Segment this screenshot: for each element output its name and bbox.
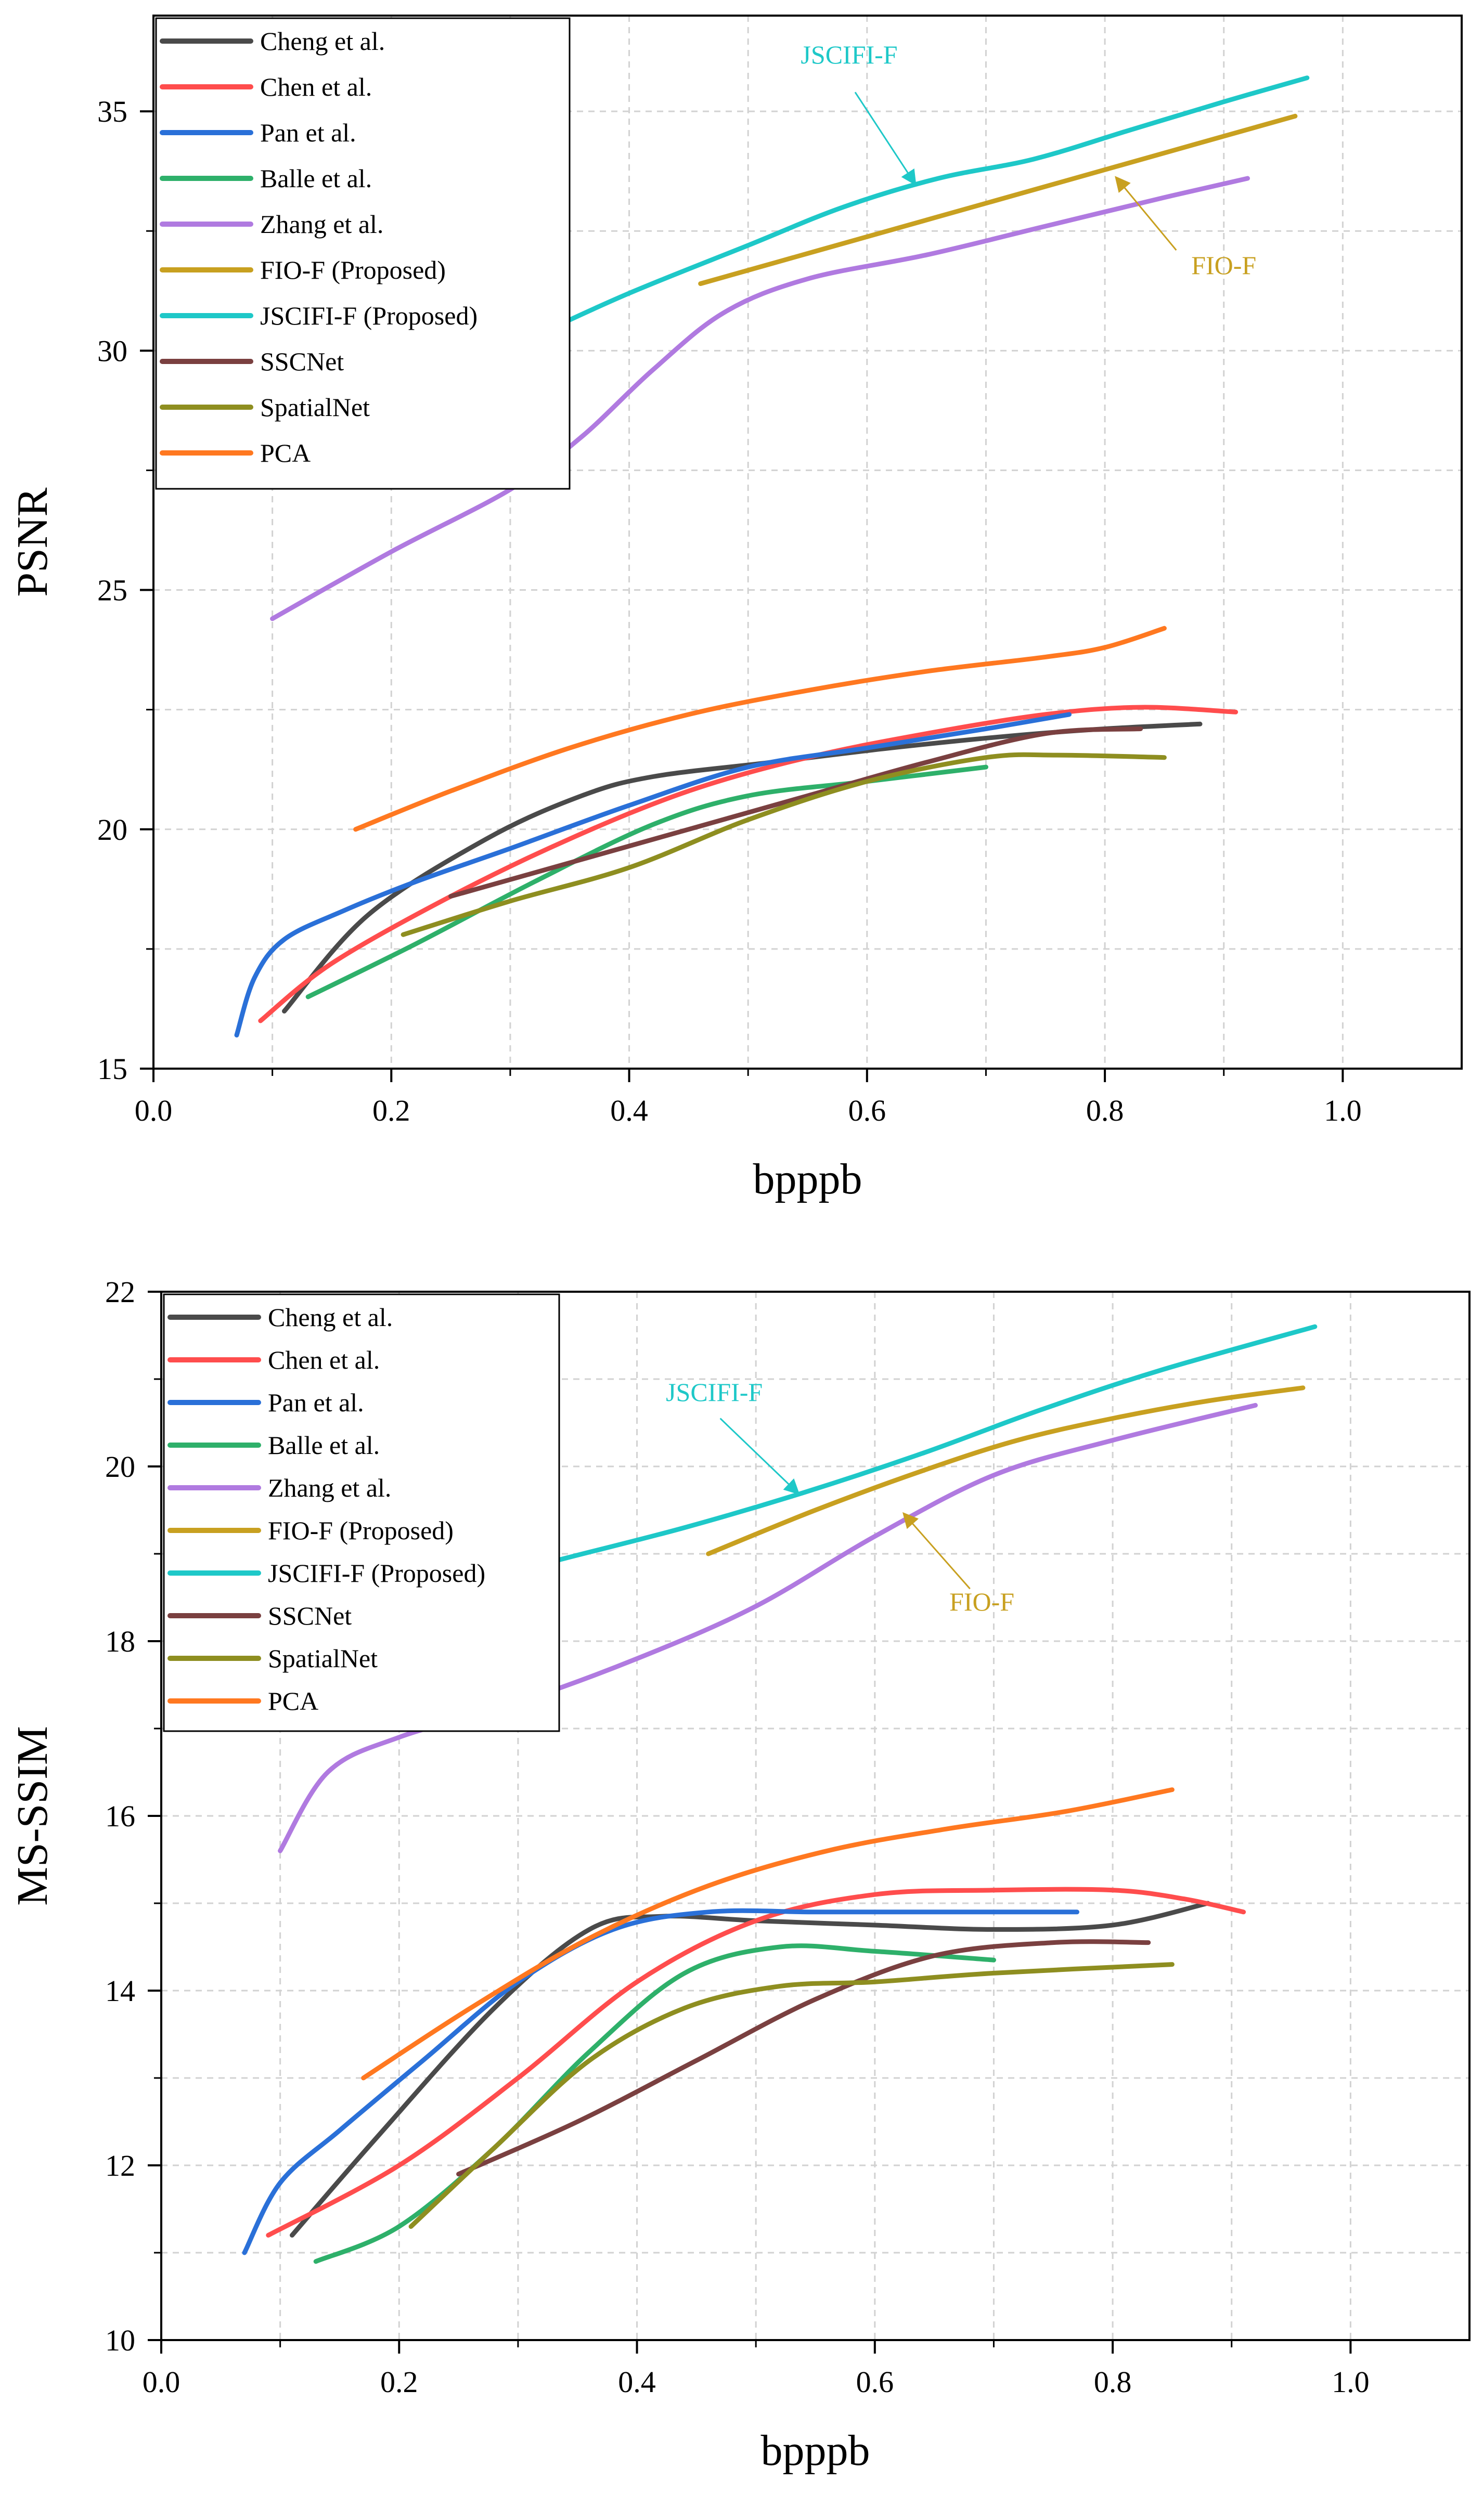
legend-label: PCA xyxy=(260,438,311,467)
x-tick-label: 0.4 xyxy=(618,2365,656,2399)
legend-label: Pan et al. xyxy=(260,118,356,147)
legend-label: JSCIFI-F (Proposed) xyxy=(268,1558,485,1588)
annotation-arrow xyxy=(854,92,917,186)
y-axis-title: PSNR xyxy=(8,487,57,596)
legend-label: Zhang et al. xyxy=(268,1473,391,1502)
series-line xyxy=(353,626,1167,832)
chart-panel-psnr: JSCIFI-F FIO-F 0.0 0.2 0.4 0.6 0.8 1.0 15 20 25 30 3… xyxy=(8,15,1463,1203)
annotation-label: JSCIFI-F xyxy=(801,40,897,69)
y-tick-label: 16 xyxy=(105,1799,135,1833)
plot-frame xyxy=(152,15,1463,1070)
annotation-arrow xyxy=(719,1418,800,1495)
y-tick-label: 20 xyxy=(97,813,127,847)
x-tick-label: 0.2 xyxy=(380,2365,418,2399)
legend-label: Chen et al. xyxy=(268,1345,380,1374)
legend: Cheng et al. Chen et al. Pan et al. Balle e… xyxy=(155,17,571,490)
y-tick-label: 22 xyxy=(105,1275,135,1309)
x-tick-label: 0.0 xyxy=(143,2365,180,2399)
legend-label: Chen et al. xyxy=(260,72,372,101)
series-line xyxy=(401,752,1167,937)
series-line xyxy=(278,1402,1258,1853)
legend-label: SpatialNet xyxy=(260,393,370,422)
series-line xyxy=(448,726,1143,899)
annotations: JSCIFI-F FIO-F xyxy=(666,1378,1014,1616)
x-tick-label: 0.4 xyxy=(610,1094,648,1127)
y-tick-label: 25 xyxy=(97,574,127,607)
series-group xyxy=(234,75,1310,1038)
y-tick-label: 10 xyxy=(105,2323,135,2357)
annotation-arrow xyxy=(902,1512,971,1590)
series-group xyxy=(242,1324,1318,2264)
series-line xyxy=(456,1939,1151,2177)
y-tick-label: 14 xyxy=(105,1974,135,2008)
x-axis-title: bpppb xyxy=(753,1155,862,1203)
x-tick-label: 0.6 xyxy=(848,1094,886,1127)
legend-label: FIO-F (Proposed) xyxy=(268,1516,454,1545)
y-tick-label: 15 xyxy=(97,1052,127,1086)
legend-label: FIO-F (Proposed) xyxy=(260,255,446,284)
x-tick-label: 0.0 xyxy=(135,1094,173,1127)
series-line xyxy=(258,705,1239,1023)
series-line xyxy=(361,1787,1175,2081)
axes: 0.0 0.2 0.4 0.6 0.8 1.0 10 12 14 16 18 20 22 bpppb MS-… xyxy=(8,1275,1471,2475)
series-line xyxy=(234,712,1072,1038)
x-tick-label: 0.8 xyxy=(1086,1094,1124,1127)
y-tick-label: 18 xyxy=(105,1625,135,1658)
legend-label: SSCNet xyxy=(260,347,344,376)
y-axis-title: MS-SSIM xyxy=(8,1726,57,1905)
y-tick-label: 35 xyxy=(97,95,127,128)
series-line xyxy=(266,1887,1246,2238)
legend-label: SSCNet xyxy=(268,1601,352,1630)
series-line xyxy=(698,113,1298,286)
legend-label: Balle et al. xyxy=(260,164,372,193)
legend-label: Cheng et al. xyxy=(260,27,385,56)
chart-panel-msssim: JSCIFI-F FIO-F 0.0 0.2 0.4 0.6 0.8 1.0 10 12 14 16 1… xyxy=(8,1275,1471,2475)
legend: Cheng et al. Chen et al. Pan et al. Balle e… xyxy=(163,1293,560,1732)
legend-box xyxy=(155,17,571,490)
x-tick-label: 0.8 xyxy=(1094,2365,1132,2399)
y-tick-label: 12 xyxy=(105,2149,135,2183)
x-axis-title: bpppb xyxy=(761,2426,870,2475)
annotation-label: JSCIFI-F xyxy=(666,1378,763,1407)
legend-label: SpatialNet xyxy=(268,1644,378,1673)
series-line xyxy=(444,1324,1318,1591)
series-line xyxy=(313,1943,996,2264)
legend-label: Cheng et al. xyxy=(268,1303,393,1332)
x-tick-label: 0.2 xyxy=(372,1094,410,1127)
legend-label: Balle et al. xyxy=(268,1431,380,1460)
x-tick-label: 1.0 xyxy=(1324,1094,1362,1127)
series-line xyxy=(706,1385,1306,1556)
series-line xyxy=(436,75,1310,382)
axes: 0.0 0.2 0.4 0.6 0.8 1.0 15 20 25 30 35 bpppb PSNR xyxy=(8,15,1463,1203)
y-tick-label: 30 xyxy=(97,334,127,368)
series-line xyxy=(290,1901,1210,2238)
legend-label: JSCIFI-F (Proposed) xyxy=(260,301,478,330)
annotation-label: FIO-F xyxy=(1191,251,1256,280)
x-tick-label: 0.6 xyxy=(856,2365,894,2399)
x-tick-label: 1.0 xyxy=(1332,2365,1370,2399)
annotation-label: FIO-F xyxy=(949,1587,1014,1616)
annotations: JSCIFI-F FIO-F xyxy=(801,40,1256,280)
legend-label: Zhang et al. xyxy=(260,210,383,239)
series-line xyxy=(270,176,1250,621)
annotation-arrow xyxy=(1115,176,1177,251)
y-tick-label: 20 xyxy=(105,1450,135,1484)
legend-label: PCA xyxy=(268,1686,318,1716)
series-line xyxy=(408,1962,1175,2229)
legend-label: Pan et al. xyxy=(268,1388,364,1417)
